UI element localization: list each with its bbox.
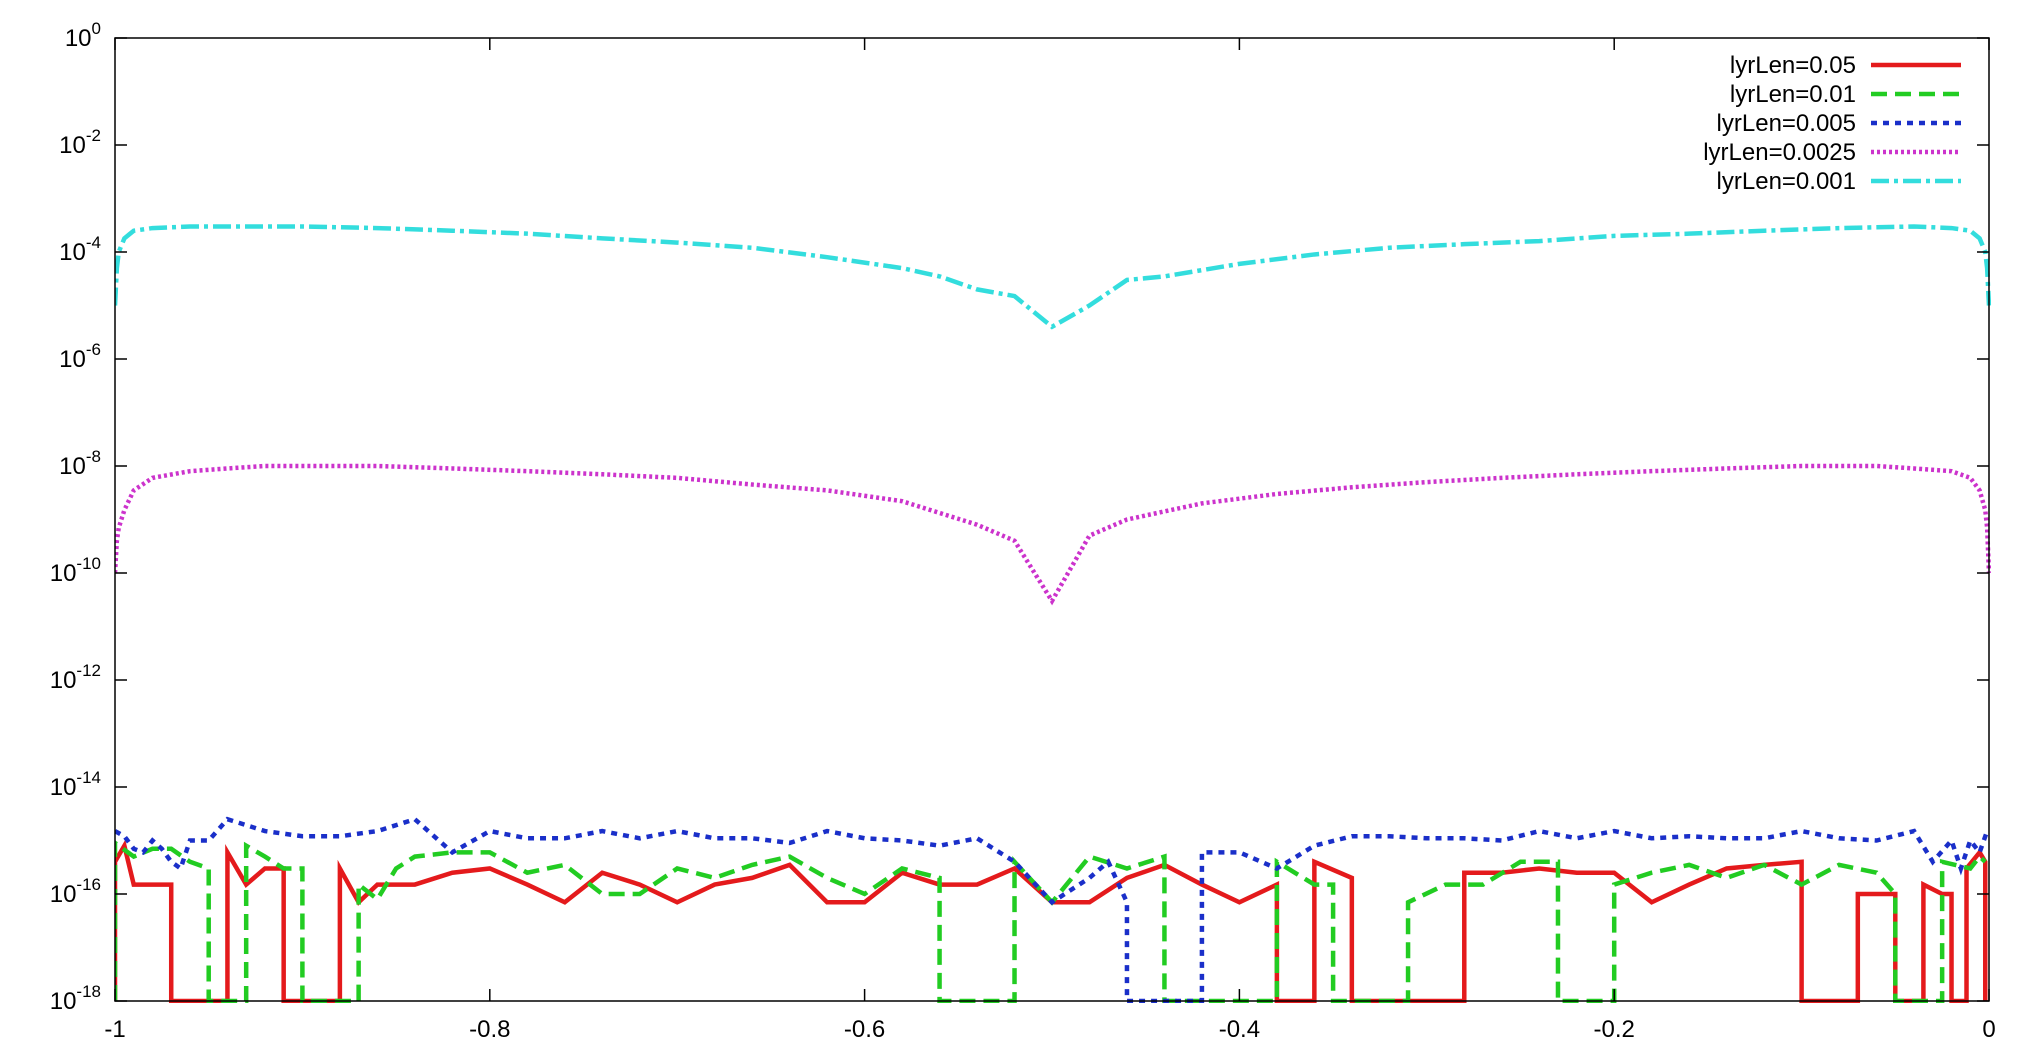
legend-item: lyrLen=0.005 xyxy=(1717,110,1961,137)
legend-label: lyrLen=0.005 xyxy=(1717,110,1856,137)
x-tick-label: -0.6 xyxy=(844,1016,885,1043)
legend-item: lyrLen=0.01 xyxy=(1730,81,1961,108)
series-line-4 xyxy=(115,463,1991,606)
x-tick-label: -0.4 xyxy=(1219,1016,1260,1043)
y-tick-base: 10 xyxy=(50,560,77,587)
y-tick-label: 10-4 xyxy=(59,233,101,266)
y-tick-label: 10-12 xyxy=(50,661,101,694)
x-tick-label: 0 xyxy=(1982,1016,1995,1043)
legend-label: lyrLen=0.001 xyxy=(1717,168,1856,195)
y-tick-label: 10-8 xyxy=(59,447,101,480)
y-tick-exponent: -12 xyxy=(76,661,101,680)
series-line-5 xyxy=(115,224,1991,330)
legend-label: lyrLen=0.0025 xyxy=(1703,139,1856,166)
x-tick-label: -0.8 xyxy=(469,1016,510,1043)
y-tick-exponent: -16 xyxy=(76,875,101,894)
axis-layer: -1 -0.8 -0.6 -0.4 -0.2 010010-210-410-610-810… xyxy=(50,19,1996,1043)
y-tick-exponent: 0 xyxy=(92,19,101,38)
legend-label: lyrLen=0.01 xyxy=(1730,81,1856,108)
series-line-2 xyxy=(115,840,1987,1003)
x-tick-label: -0.2 xyxy=(1594,1016,1635,1043)
y-tick-base: 10 xyxy=(59,239,86,266)
legend-label: lyrLen=0.05 xyxy=(1730,52,1856,79)
y-tick-base: 10 xyxy=(59,346,86,373)
y-tick-exponent: -2 xyxy=(86,126,101,145)
y-tick-base: 10 xyxy=(50,667,77,694)
y-tick-label: 10-10 xyxy=(50,554,101,587)
y-tick-base: 10 xyxy=(50,988,77,1015)
y-tick-base: 10 xyxy=(59,453,86,480)
series-layer xyxy=(115,224,1991,1003)
y-tick-base: 10 xyxy=(50,881,77,908)
y-tick-label: 10-18 xyxy=(50,982,101,1015)
y-tick-exponent: -4 xyxy=(86,233,101,252)
y-tick-label: 100 xyxy=(65,19,101,52)
series-line-3 xyxy=(115,816,1990,1003)
y-tick-base: 10 xyxy=(65,25,92,52)
legend-item: lyrLen=0.001 xyxy=(1717,168,1961,195)
y-tick-exponent: -10 xyxy=(76,554,101,573)
y-tick-exponent: -14 xyxy=(76,768,101,787)
legend: lyrLen=0.05lyrLen=0.01lyrLen=0.005lyrLen… xyxy=(1703,52,1961,195)
plot-frame xyxy=(114,37,1990,1002)
legend-item: lyrLen=0.05 xyxy=(1730,52,1961,79)
y-tick-base: 10 xyxy=(50,774,77,801)
y-tick-exponent: -6 xyxy=(86,340,101,359)
x-tick-label: -1 xyxy=(104,1016,125,1043)
y-tick-exponent: -8 xyxy=(86,447,101,466)
y-tick-label: 10-16 xyxy=(50,875,101,908)
legend-item: lyrLen=0.0025 xyxy=(1703,139,1961,166)
y-tick-label: 10-6 xyxy=(59,340,101,373)
y-tick-label: 10-14 xyxy=(50,768,101,801)
y-tick-base: 10 xyxy=(59,132,86,159)
y-tick-label: 10-2 xyxy=(59,126,101,159)
y-tick-exponent: -18 xyxy=(76,982,101,1001)
